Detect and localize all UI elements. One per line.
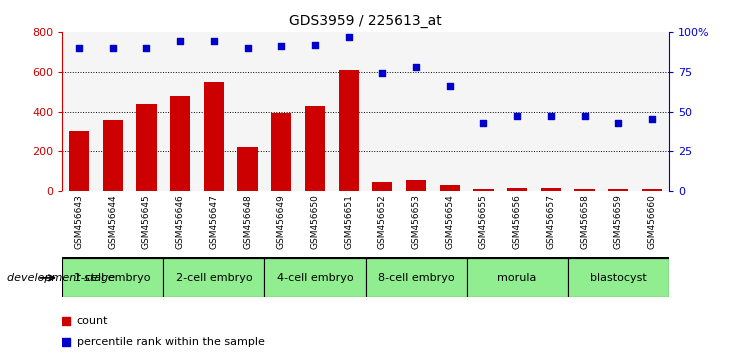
Text: 8-cell embryo: 8-cell embryo <box>378 273 455 283</box>
Bar <box>204 82 224 191</box>
Text: GSM456649: GSM456649 <box>277 195 286 249</box>
Point <box>410 64 422 70</box>
Bar <box>466 258 568 297</box>
Point <box>477 120 489 126</box>
Bar <box>238 147 257 191</box>
Bar <box>366 258 466 297</box>
Point <box>208 39 219 44</box>
Text: development stage: development stage <box>7 273 115 283</box>
Text: 4-cell embryo: 4-cell embryo <box>276 273 353 283</box>
Text: count: count <box>77 316 108 326</box>
Point <box>511 113 523 119</box>
Point <box>107 45 118 51</box>
Text: GSM456650: GSM456650 <box>311 195 319 250</box>
Text: GSM456660: GSM456660 <box>648 195 656 250</box>
Bar <box>541 188 561 191</box>
Point <box>444 83 455 89</box>
Point <box>272 56 284 62</box>
Point <box>140 45 152 51</box>
Text: GSM456646: GSM456646 <box>175 195 185 249</box>
Text: GSM456652: GSM456652 <box>378 195 387 249</box>
Bar <box>102 120 123 191</box>
Bar <box>372 182 393 191</box>
Bar <box>62 258 163 297</box>
Text: GSM456644: GSM456644 <box>108 195 117 249</box>
Point <box>613 120 624 126</box>
Bar <box>338 70 359 191</box>
Text: morula: morula <box>498 273 537 283</box>
Text: GSM456656: GSM456656 <box>512 195 522 250</box>
Text: 1-cell embryo: 1-cell embryo <box>75 273 151 283</box>
Text: GSM456654: GSM456654 <box>445 195 454 249</box>
Point <box>174 39 186 44</box>
Point <box>272 249 284 255</box>
Point <box>646 117 658 122</box>
Bar <box>271 113 292 191</box>
Text: GSM456648: GSM456648 <box>243 195 252 249</box>
Bar <box>439 185 460 191</box>
Bar <box>568 258 669 297</box>
Bar <box>170 96 190 191</box>
Text: percentile rank within the sample: percentile rank within the sample <box>77 337 265 347</box>
Bar <box>163 258 265 297</box>
Point <box>276 44 287 49</box>
Bar <box>642 189 662 191</box>
Point <box>73 45 85 51</box>
Text: GSM456658: GSM456658 <box>580 195 589 250</box>
Point <box>545 113 557 119</box>
Text: GDS3959 / 225613_at: GDS3959 / 225613_at <box>289 14 442 28</box>
Text: GSM456657: GSM456657 <box>546 195 556 250</box>
Text: blastocyst: blastocyst <box>590 273 647 283</box>
Text: GSM456655: GSM456655 <box>479 195 488 250</box>
Text: GSM456643: GSM456643 <box>75 195 83 249</box>
Bar <box>608 189 629 191</box>
Bar <box>507 188 527 191</box>
Bar <box>575 189 595 191</box>
Text: GSM456659: GSM456659 <box>614 195 623 250</box>
Point <box>376 70 388 76</box>
Bar <box>69 131 89 191</box>
Bar <box>305 105 325 191</box>
Bar <box>474 189 493 191</box>
Bar <box>136 104 156 191</box>
Text: GSM456651: GSM456651 <box>344 195 353 250</box>
Point <box>242 45 254 51</box>
Point <box>579 113 591 119</box>
Point <box>309 42 321 47</box>
Text: GSM456653: GSM456653 <box>412 195 420 250</box>
Bar <box>265 258 366 297</box>
Text: 2-cell embryo: 2-cell embryo <box>175 273 252 283</box>
Bar <box>406 180 426 191</box>
Text: GSM456647: GSM456647 <box>209 195 219 249</box>
Text: GSM456645: GSM456645 <box>142 195 151 249</box>
Point <box>343 34 355 40</box>
